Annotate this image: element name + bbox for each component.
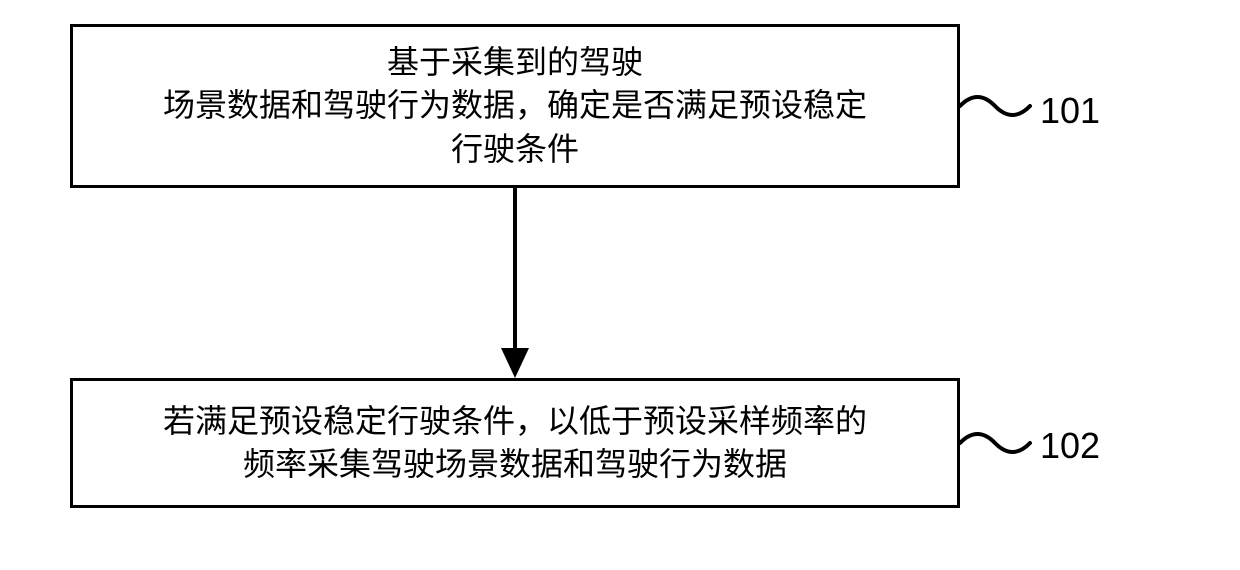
flow-step-102-text: 若满足预设稳定行驶条件，以低于预设采样频率的频率采集驾驶场景数据和驾驶行为数据	[163, 400, 867, 486]
flow-step-102-label: 102	[1040, 425, 1100, 467]
flow-step-101-label: 101	[1040, 90, 1100, 132]
flow-step-101: 基于采集到的驾驶场景数据和驾驶行为数据，确定是否满足预设稳定行驶条件	[70, 24, 960, 188]
flow-step-101-text: 基于采集到的驾驶场景数据和驾驶行为数据，确定是否满足预设稳定行驶条件	[163, 41, 867, 171]
flow-step-102: 若满足预设稳定行驶条件，以低于预设采样频率的频率采集驾驶场景数据和驾驶行为数据	[70, 378, 960, 508]
